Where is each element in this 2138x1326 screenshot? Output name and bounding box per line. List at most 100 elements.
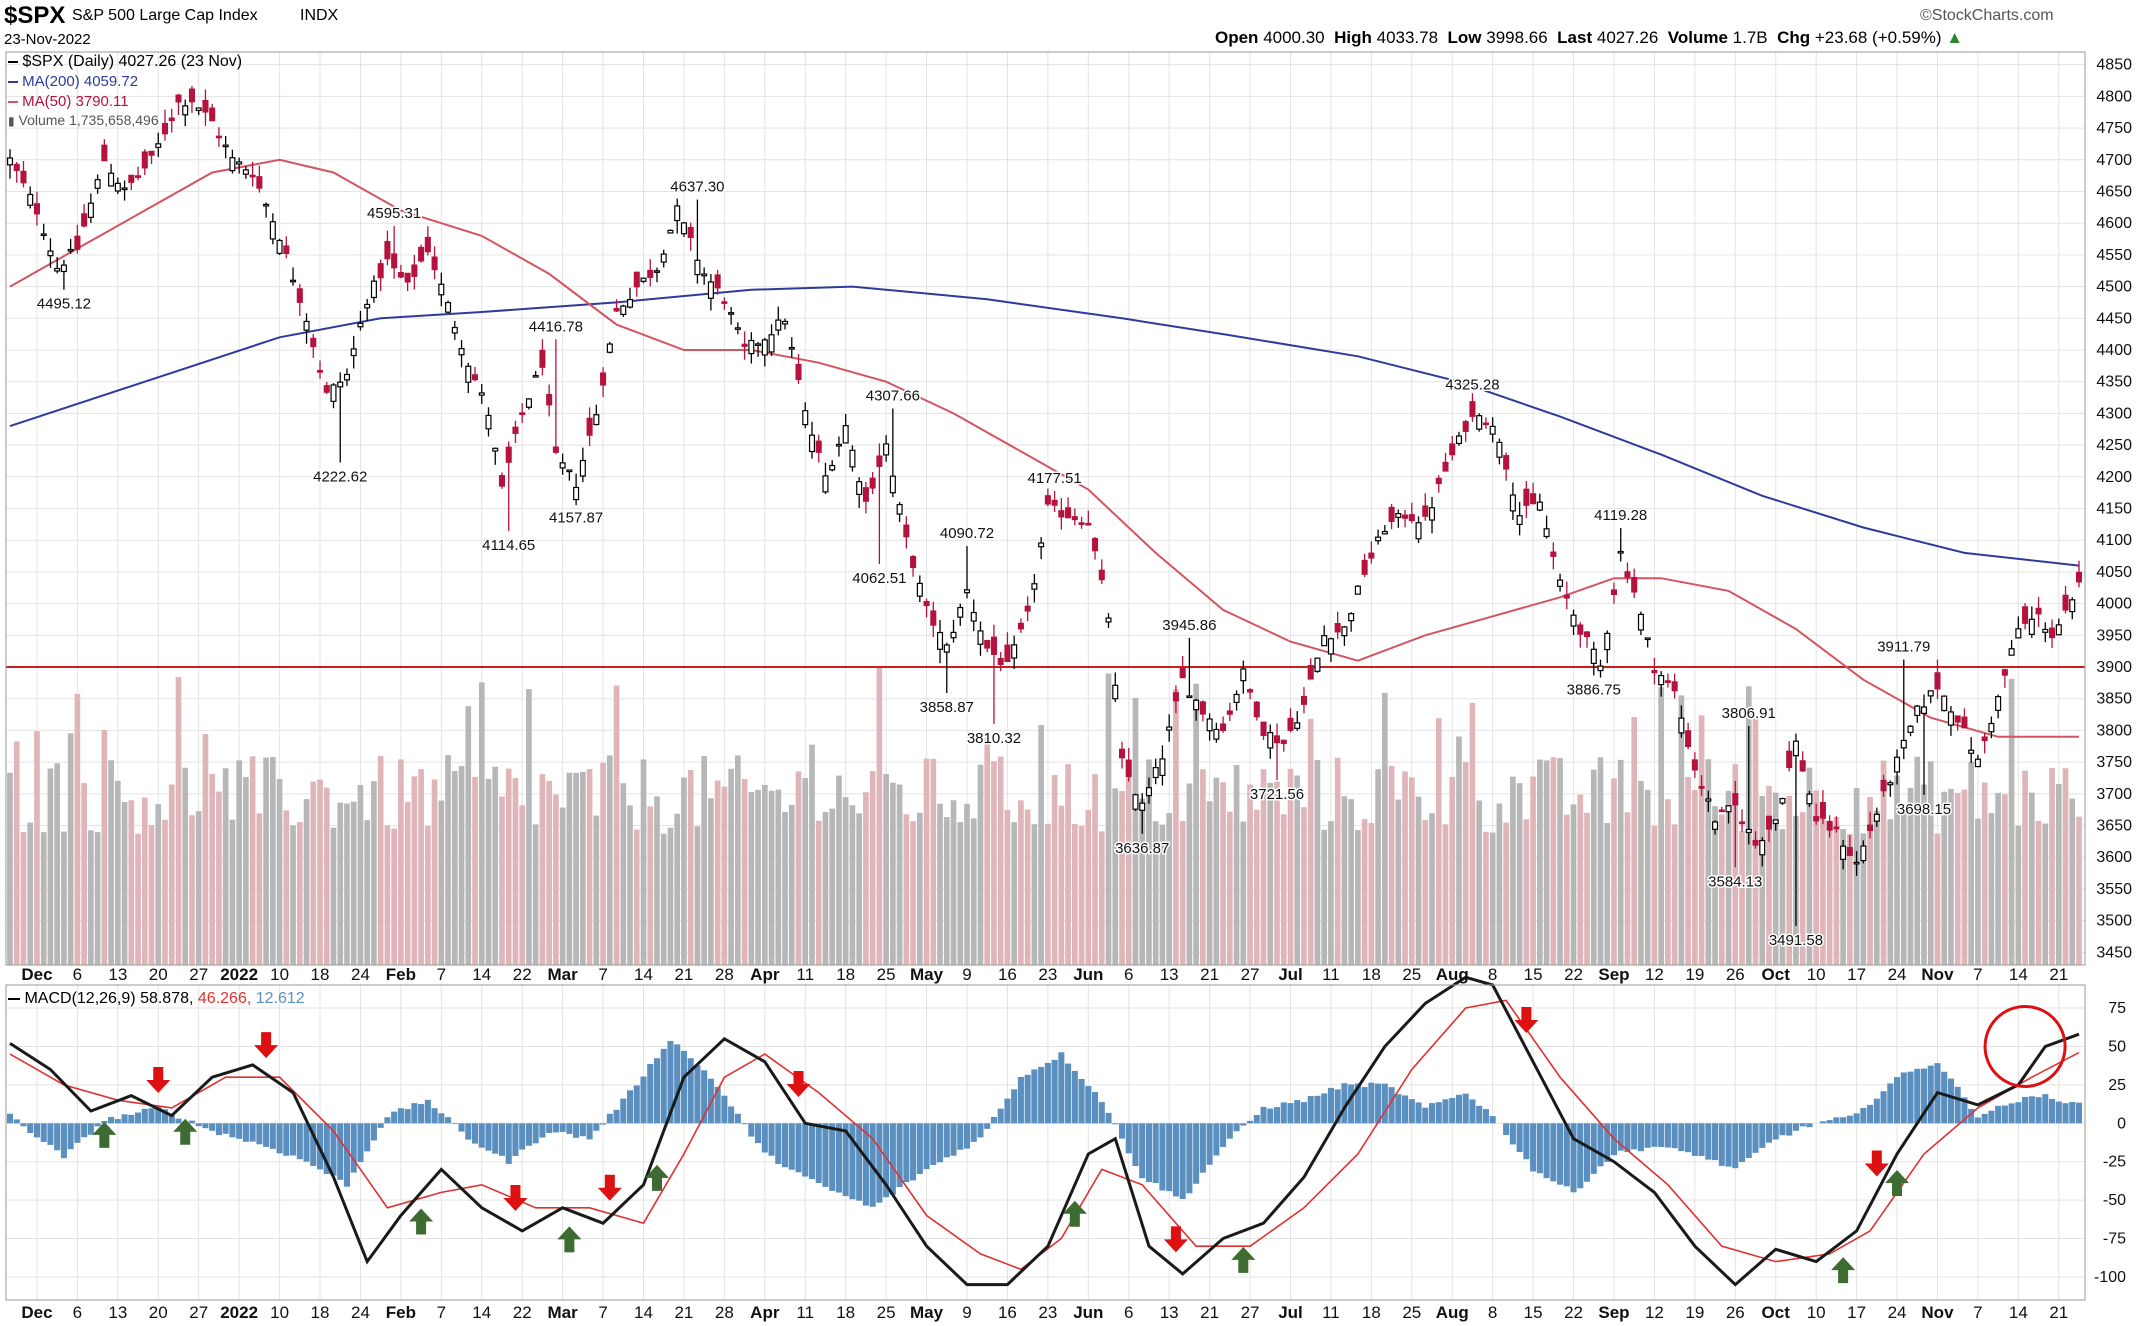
candle-down (1199, 701, 1206, 715)
volume-bar (1422, 820, 1429, 965)
price-tick-label: 4650 (2096, 183, 2132, 200)
macd-histogram-bar (896, 1123, 903, 1188)
volume-bar (236, 760, 242, 965)
volume-bar (647, 806, 654, 965)
price-date-label: Oct (1762, 965, 1791, 984)
candle-up (195, 107, 202, 112)
volume-bar (195, 811, 202, 965)
volume-bar (620, 783, 627, 965)
macd-histogram-bar (54, 1123, 61, 1151)
candle-down (215, 135, 222, 139)
candle-up (1887, 782, 1894, 786)
macd-histogram-bar (47, 1123, 54, 1145)
price-tick-label: 4550 (2096, 247, 2132, 264)
volume-bar (1557, 758, 1563, 965)
candle-down (1408, 514, 1415, 522)
price-date-label: 22 (1564, 965, 1583, 984)
buy-arrow-icon (1831, 1257, 1856, 1284)
macd-date-label: 18 (836, 1303, 855, 1322)
price-date-label: 21 (1200, 965, 1219, 984)
candle-down (1334, 623, 1341, 633)
macd-histogram-bar (1145, 1123, 1152, 1183)
macd-histogram-bar (1988, 1110, 1995, 1124)
volume-bar (1543, 760, 1550, 965)
candle-down (1092, 537, 1099, 552)
macd-histogram-bar (424, 1099, 431, 1124)
candle-down (1826, 820, 1833, 831)
candle-up (1705, 798, 1712, 802)
candle-down (1685, 730, 1692, 748)
chg-label: Chg (1777, 28, 1811, 47)
legend-ma200-swatch (8, 81, 18, 84)
candle-up (2008, 648, 2015, 656)
macd-histogram-bar (1092, 1092, 1099, 1124)
candle-up (60, 264, 67, 273)
legend-macd-value: 58.878, (140, 990, 194, 1007)
volume-bar (1294, 775, 1301, 965)
candle-down (1799, 760, 1806, 772)
macd-date-label: Oct (1762, 1303, 1791, 1322)
up-triangle-icon: ▲ (1946, 28, 1964, 47)
volume-bar (1429, 813, 1435, 965)
volume-bar (633, 829, 640, 965)
price-date-label: 10 (270, 965, 289, 984)
macd-histogram-bar (903, 1123, 910, 1183)
volume-bar (1489, 832, 1496, 965)
price-date-label: 6 (73, 965, 82, 984)
candle-up (606, 343, 613, 353)
volume-bar (721, 786, 728, 965)
candle-up (94, 179, 101, 189)
candle-up (1604, 632, 1611, 651)
volume-bar (1213, 777, 1220, 965)
macd-date-label: 11 (1322, 1303, 1340, 1322)
volume-bar (2062, 768, 2069, 965)
candle-up (957, 606, 964, 618)
candle-down (512, 426, 519, 434)
volume-bar (580, 771, 586, 965)
price-date-label: 17 (1847, 965, 1866, 984)
candle-up (916, 582, 923, 597)
price-date-label: 16 (998, 965, 1017, 984)
candle-up (1988, 722, 1995, 733)
volume-bar (1503, 822, 1509, 965)
volume-bar (1233, 765, 1240, 965)
macd-histogram-bar (1024, 1074, 1031, 1124)
volume-bar (566, 772, 573, 965)
macd-histogram-bar (1691, 1123, 1698, 1156)
volume-bar (13, 741, 20, 965)
volume-bar (155, 804, 162, 965)
volume-bar (674, 813, 681, 965)
volume-bar (2028, 792, 2035, 965)
candle-up (1267, 731, 1274, 749)
macd-histogram-bar (2035, 1097, 2042, 1124)
candle-down (1078, 522, 1085, 525)
volume-bar (863, 792, 869, 965)
candle-up (1853, 861, 1860, 865)
volume-bar (162, 819, 168, 965)
macd-date-label: Aug (1436, 1303, 1469, 1322)
candle-up (782, 320, 789, 325)
volume-bar (391, 828, 397, 965)
macd-histogram-bar (492, 1123, 499, 1154)
price-tick-label: 4250 (2096, 437, 2132, 454)
volume-bar (94, 832, 101, 965)
price-annotation: 4307.66 (866, 388, 920, 405)
chg-value: +23.68 (+0.59%) (1814, 28, 1942, 47)
candle-up (370, 280, 377, 299)
macd-histogram-bar (283, 1123, 290, 1156)
macd-histogram-bar (1772, 1123, 1779, 1140)
price-tick-label: 4450 (2096, 310, 2132, 327)
price-date-label: 10 (1807, 965, 1826, 984)
macd-histogram-bar (1509, 1123, 1516, 1145)
macd-histogram-bar (1947, 1078, 1954, 1124)
macd-histogram-bar (2042, 1094, 2049, 1124)
candle-up (1644, 637, 1651, 641)
volume-bar (1368, 822, 1375, 965)
volume-bar (761, 785, 768, 965)
volume-bar (27, 822, 34, 965)
macd-histogram-bar (1300, 1102, 1308, 1124)
macd-date-label: 24 (351, 1303, 370, 1322)
price-tick-label: 3650 (2096, 818, 2132, 835)
price-tick-label: 4850 (2096, 57, 2132, 74)
volume-bar (553, 794, 559, 965)
